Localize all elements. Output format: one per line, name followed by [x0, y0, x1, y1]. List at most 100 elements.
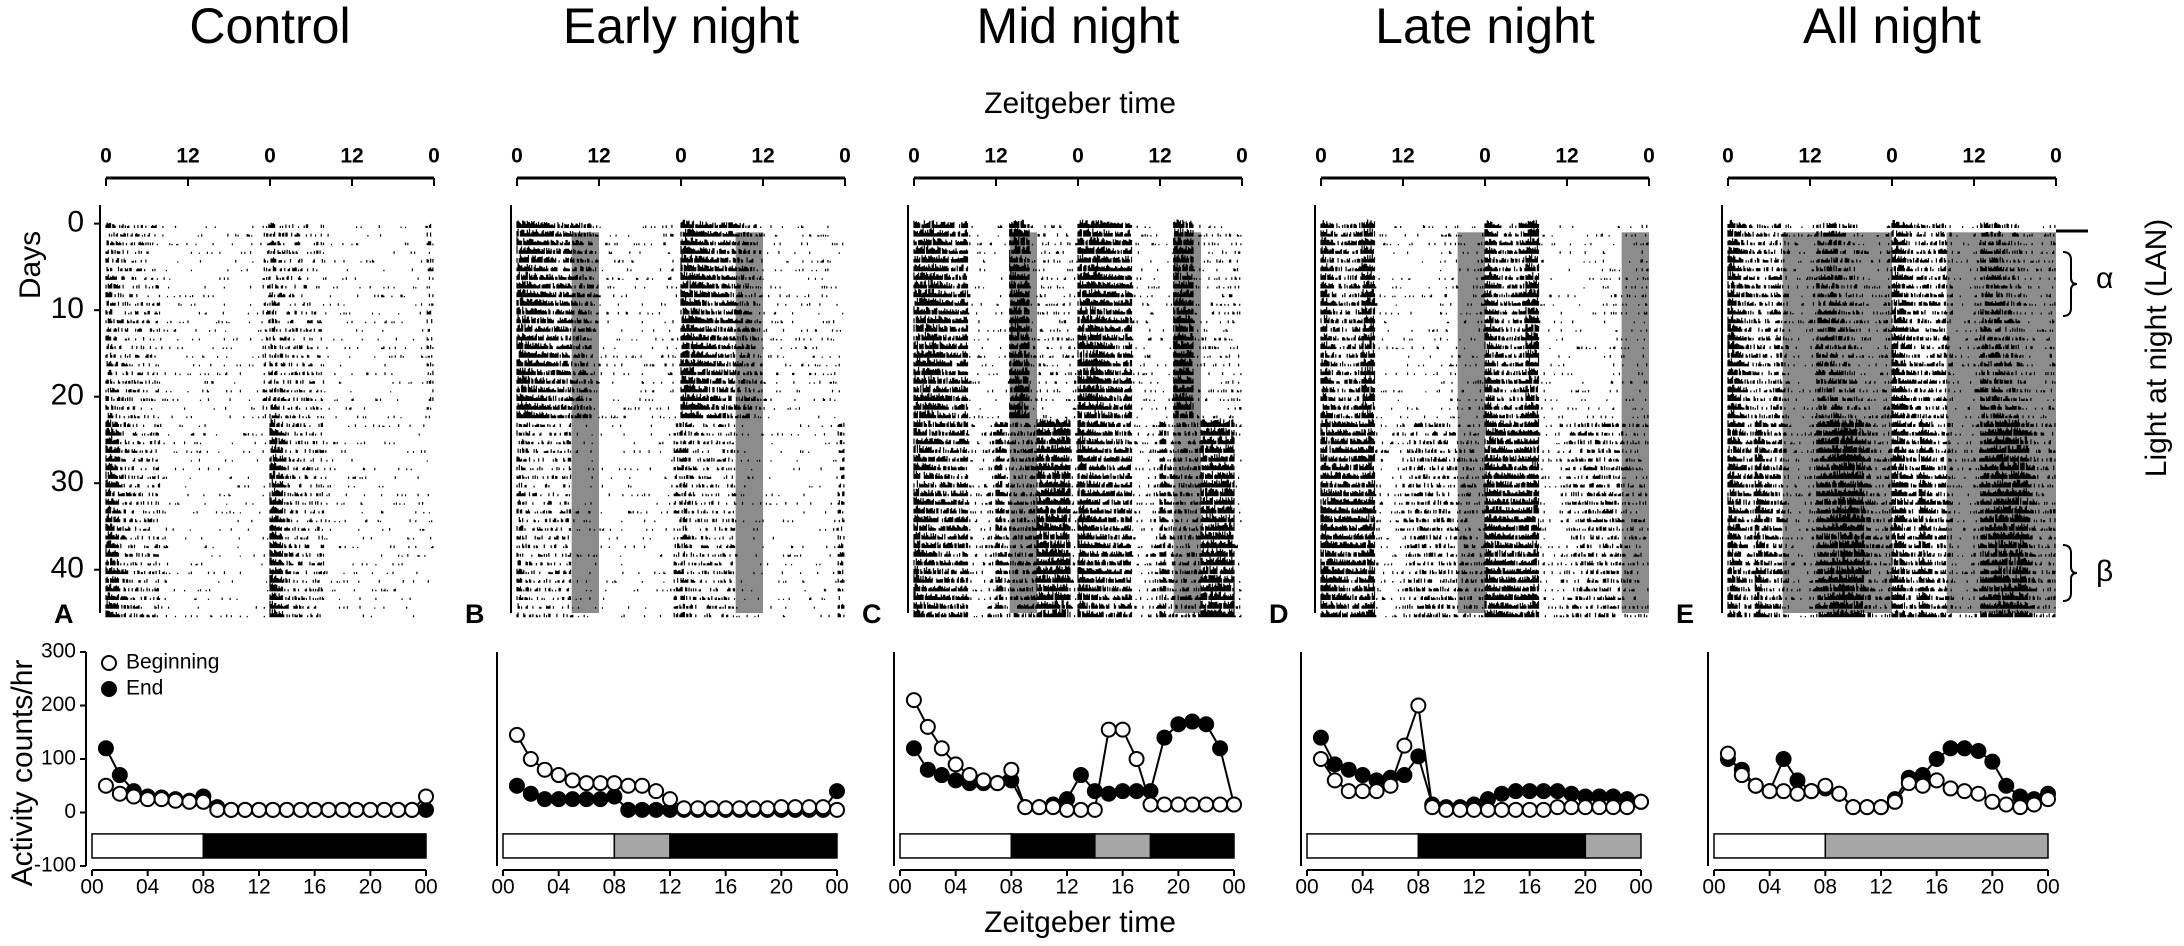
data-point	[167, 792, 184, 809]
data-point	[1086, 801, 1103, 818]
data-point	[1970, 742, 1987, 759]
chart-title: Control	[189, 0, 350, 54]
data-point	[1521, 801, 1538, 818]
light-phase	[1824, 833, 2049, 859]
light-phase	[613, 833, 671, 859]
actogram-x-tick-label: 0	[675, 145, 687, 168]
data-point	[1354, 767, 1371, 784]
data-point	[348, 801, 365, 818]
data-point	[1128, 751, 1145, 767]
data-point	[181, 793, 198, 810]
data-point	[1170, 796, 1187, 813]
light-phase	[1713, 833, 1827, 859]
data-point	[320, 801, 337, 818]
x-tick-label: 12	[658, 876, 681, 899]
data-point	[1775, 783, 1792, 800]
data-point	[1535, 783, 1552, 800]
actogram-x-tick-label: 12	[751, 145, 774, 168]
data-point	[606, 775, 623, 792]
data-point	[1226, 796, 1242, 813]
data-point	[975, 772, 992, 789]
actogram-x-tick-label: 12	[1391, 145, 1414, 168]
data-point	[829, 783, 845, 800]
data-point	[1396, 737, 1413, 754]
lan-shading	[1457, 232, 1485, 613]
data-point	[620, 801, 637, 818]
data-point	[1719, 745, 1736, 762]
x-tick-label: 20	[770, 876, 793, 899]
data-point	[1340, 783, 1357, 800]
data-point	[592, 775, 609, 792]
data-point	[1984, 793, 2001, 810]
data-point	[508, 777, 525, 794]
panel-letter: C	[862, 599, 882, 629]
beta-bracket	[2062, 544, 2078, 602]
data-point	[139, 791, 156, 808]
data-point	[1970, 785, 1987, 802]
actogram-x-tick-label: 0	[428, 145, 440, 168]
lan-shading	[735, 232, 763, 613]
data-point	[1619, 799, 1636, 816]
actogram-x-tick-label: 12	[1148, 145, 1171, 168]
data-point	[2026, 796, 2043, 813]
x-tick-label: 16	[303, 876, 326, 899]
data-point	[1312, 751, 1329, 767]
data-point	[703, 800, 720, 817]
activity-raster	[516, 219, 845, 618]
x-tick-label: 04	[136, 876, 160, 899]
data-point	[1956, 783, 1973, 800]
actogram-y-tick-label: 10	[51, 292, 84, 325]
light-phase	[1149, 833, 1235, 859]
data-point	[1156, 729, 1173, 746]
data-point	[592, 791, 609, 808]
data-point	[1942, 740, 1959, 757]
actogram-y-tick-label: 40	[51, 552, 84, 585]
x-tick-label: 12	[1462, 876, 1485, 899]
data-point	[1114, 783, 1131, 800]
data-point	[1873, 799, 1889, 816]
x-tick-label: 16	[1111, 876, 1134, 899]
x-tick-label: 16	[1518, 876, 1541, 899]
data-point	[1998, 777, 2015, 794]
x-tick-label: 00	[825, 876, 848, 899]
legend-marker	[101, 655, 117, 671]
data-point	[1170, 716, 1187, 733]
actogram-x-tick-label: 0	[1072, 145, 1084, 168]
data-point	[578, 775, 595, 792]
light-phase	[1584, 833, 1642, 859]
data-point	[1156, 796, 1173, 813]
data-point	[1184, 713, 1201, 730]
data-point	[97, 777, 114, 794]
x-tick-label: 00	[1629, 876, 1652, 899]
data-point	[536, 761, 553, 778]
data-point	[418, 801, 434, 818]
data-point	[1059, 801, 1075, 818]
x-tick-label: 00	[414, 876, 437, 899]
data-point	[1493, 785, 1510, 802]
data-point	[1549, 783, 1566, 800]
chart-title: All night	[1803, 0, 1981, 54]
actogram-x-tick-label: 12	[340, 145, 363, 168]
data-point	[1563, 785, 1580, 802]
data-point	[947, 772, 964, 789]
actogram-x-tick-label: 12	[176, 145, 199, 168]
data-point	[947, 756, 964, 773]
data-point	[550, 791, 567, 808]
data-point	[1382, 777, 1399, 794]
data-point	[1831, 785, 1848, 802]
data-point	[1845, 799, 1862, 816]
data-point	[829, 801, 845, 818]
data-point	[251, 801, 267, 818]
data-point	[634, 777, 651, 794]
light-phase	[502, 833, 616, 859]
data-point	[508, 726, 525, 743]
x-tick-label: 08	[1000, 876, 1023, 899]
data-point	[550, 767, 567, 784]
actogram-x-tick-label: 0	[100, 145, 112, 168]
y-axis-label: Activity counts/hr	[6, 660, 39, 887]
data-point	[1017, 799, 1034, 816]
data-point	[1212, 796, 1229, 813]
actogram-x-tick-label: 0	[1236, 145, 1248, 168]
data-point	[223, 801, 240, 818]
data-point	[1928, 772, 1945, 789]
